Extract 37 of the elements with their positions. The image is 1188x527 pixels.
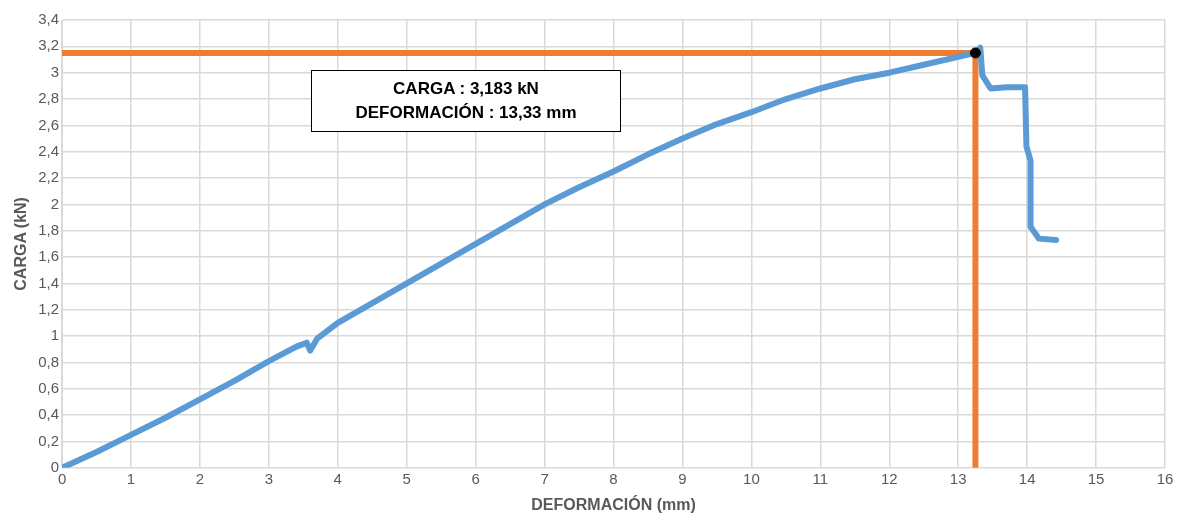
y-tick-label: 0,6 (38, 378, 60, 396)
y-tick-label: 2,2 (38, 168, 60, 186)
y-tick-label: 3 (50, 62, 60, 80)
x-tick-label: 5 (402, 469, 411, 487)
y-tick-label: 1,4 (38, 273, 60, 291)
x-tick-label: 1 (126, 469, 136, 487)
x-tick-label: 15 (1087, 469, 1105, 487)
y-tick-label: 1,2 (38, 299, 60, 317)
x-tick-label: 8 (609, 469, 618, 487)
x-axis-title: DEFORMACIÓN (mm) (531, 494, 696, 513)
y-tick-label: 1,6 (38, 247, 60, 265)
y-tick-label: 2,6 (38, 115, 60, 133)
y-tick-label: 0,8 (38, 352, 60, 370)
y-tick-label: 2,8 (38, 89, 60, 107)
x-tick-label: 2 (195, 469, 205, 487)
y-tick-label: 3,4 (38, 10, 60, 28)
y-tick-label: 1 (50, 326, 60, 344)
x-tick-label: 14 (1018, 469, 1036, 487)
x-tick-label: 9 (678, 469, 687, 487)
y-tick-label: 2,4 (38, 141, 60, 159)
y-tick-label: 3,2 (38, 36, 60, 54)
x-tick-label: 13 (949, 469, 967, 487)
y-tick-label: 0,2 (38, 431, 60, 449)
y-tick-label: 0 (50, 457, 60, 475)
y-tick-label: 1,8 (38, 220, 60, 238)
x-tick-label: 4 (333, 469, 342, 487)
note-box: CARGA : 3,183 kN DEFORMACIÓN : 13,33 mm (311, 70, 621, 132)
x-tick-label: 3 (264, 469, 274, 487)
x-tick-label: 6 (471, 469, 480, 487)
y-tick-label: 2 (50, 194, 60, 212)
x-tick-label: 12 (880, 469, 898, 487)
x-tick-label: 7 (540, 469, 549, 487)
y-axis-title: CARGA (kN) (12, 197, 30, 291)
x-tick-label: 16 (1156, 469, 1174, 487)
x-tick-label: 10 (743, 469, 760, 487)
y-tick-label: 0,4 (38, 405, 60, 423)
x-tick-label: 11 (812, 469, 829, 487)
